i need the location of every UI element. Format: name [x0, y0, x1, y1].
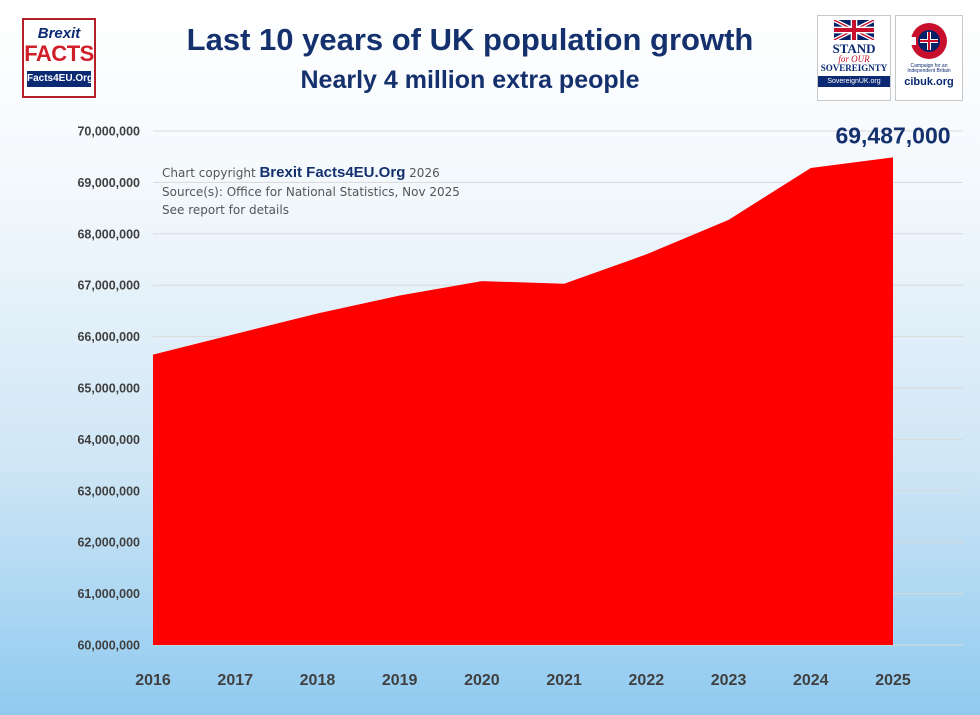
x-tick-label: 2025: [875, 672, 911, 689]
sovereignty-text: SOVEREIGNTY: [820, 63, 888, 73]
x-axis-ticks: 2016 2017 2018 2019 2020 2021 2022 2023 2024 2025: [135, 672, 911, 689]
source-line: Source(s): Office for National Statistic…: [162, 185, 460, 199]
copyright-brand: Brexit Facts4EU.Org: [259, 164, 405, 181]
copyright-prefix: Chart copyright: [162, 166, 259, 180]
chart-subtitle: Nearly 4 million extra people: [300, 66, 640, 94]
x-tick-label: 2024: [793, 672, 829, 689]
x-tick-label: 2019: [382, 672, 418, 689]
y-tick-label: 62,000,000: [77, 536, 140, 550]
y-tick-label: 70,000,000: [77, 125, 140, 139]
y-tick-label: 65,000,000: [77, 382, 140, 396]
y-tick-label: 64,000,000: [77, 433, 140, 447]
copyright-line: Chart copyright Brexit Facts4EU.Org 2026: [162, 164, 440, 181]
x-tick-label: 2016: [135, 672, 171, 689]
x-tick-label: 2022: [629, 672, 665, 689]
y-tick-label: 68,000,000: [77, 227, 140, 241]
x-tick-label: 2017: [217, 672, 253, 689]
logo-facts4eu-text: Facts4EU.Org: [27, 71, 93, 87]
stand-text: STAND: [832, 41, 876, 56]
y-axis-ticks: 60,000,000 61,000,000 62,000,000 63,000,000…: [77, 125, 140, 653]
logo-facts-text: FACTS: [24, 41, 94, 66]
union-jack-icon: [833, 20, 875, 40]
brexit-facts-logo: Brexit FACTS Facts4EU.Org: [22, 18, 96, 98]
data-label-2025: 69,487,000: [835, 122, 950, 148]
logo-brexit-text: Brexit: [37, 25, 81, 42]
chart-title: Last 10 years of UK population growth: [186, 22, 754, 57]
x-tick-label: 2021: [546, 672, 582, 689]
for-our-text: for OUR: [838, 54, 870, 64]
sovereignuk-url: SovereignUK.org: [818, 76, 890, 87]
y-tick-label: 60,000,000: [77, 639, 140, 653]
x-tick-label: 2023: [711, 672, 747, 689]
copyright-year: 2026: [405, 166, 439, 180]
y-tick-label: 66,000,000: [77, 330, 140, 344]
x-tick-label: 2020: [464, 672, 500, 689]
report-note: See report for details: [162, 203, 289, 217]
cib-emblem-icon: [908, 23, 947, 59]
y-tick-label: 67,000,000: [77, 279, 140, 293]
y-tick-label: 63,000,000: [77, 484, 140, 498]
population-area: [153, 157, 893, 645]
cib-url: cibuk.org: [904, 76, 954, 88]
x-tick-label: 2018: [300, 672, 336, 689]
cib-tagline: Campaign for an Independent Britain: [907, 63, 951, 74]
y-tick-label: 69,000,000: [77, 176, 140, 190]
cib-logo: Campaign for an Independent Britain cibu…: [895, 15, 963, 101]
y-tick-label: 61,000,000: [77, 587, 140, 601]
stand-sovereignty-logo: STAND for OUR SOVEREIGNTY SovereignUK.or…: [817, 15, 891, 101]
